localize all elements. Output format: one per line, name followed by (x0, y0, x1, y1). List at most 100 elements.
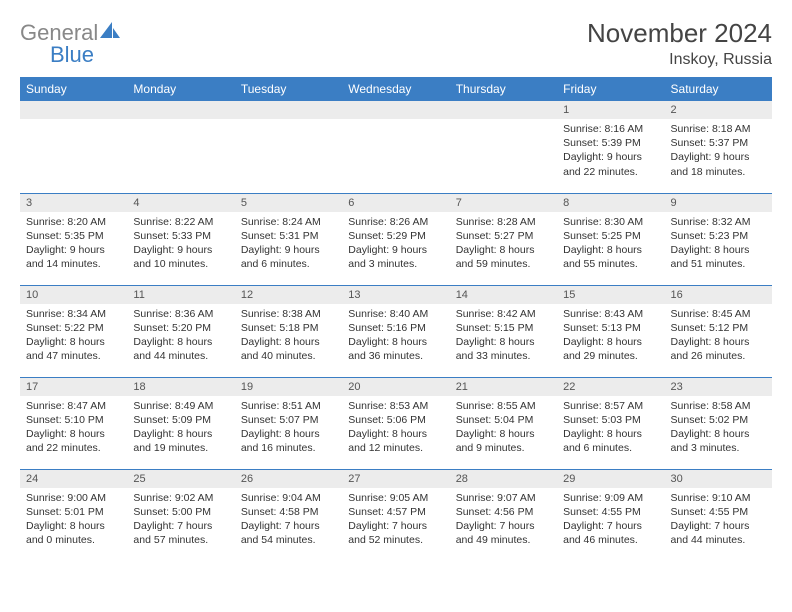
day-number: 1 (557, 101, 664, 119)
calendar-day-cell: 10Sunrise: 8:34 AMSunset: 5:22 PMDayligh… (20, 285, 127, 377)
sunset-text: Sunset: 5:31 PM (241, 229, 336, 243)
sunset-text: Sunset: 4:55 PM (563, 505, 658, 519)
day-number (127, 101, 234, 119)
sunrise-text: Sunrise: 8:18 AM (671, 122, 766, 136)
sunrise-text: Sunrise: 8:16 AM (563, 122, 658, 136)
calendar-day-cell: 6Sunrise: 8:26 AMSunset: 5:29 PMDaylight… (342, 193, 449, 285)
day-number: 4 (127, 194, 234, 212)
day-number: 22 (557, 378, 664, 396)
day-number: 10 (20, 286, 127, 304)
title-block: November 2024 Inskoy, Russia (587, 18, 772, 69)
day-details: Sunrise: 8:53 AMSunset: 5:06 PMDaylight:… (342, 396, 449, 460)
calendar-day-cell: 21Sunrise: 8:55 AMSunset: 5:04 PMDayligh… (450, 377, 557, 469)
calendar-day-cell: 24Sunrise: 9:00 AMSunset: 5:01 PMDayligh… (20, 469, 127, 561)
day-details: Sunrise: 8:26 AMSunset: 5:29 PMDaylight:… (342, 212, 449, 276)
calendar-day-cell: 14Sunrise: 8:42 AMSunset: 5:15 PMDayligh… (450, 285, 557, 377)
sunset-text: Sunset: 4:56 PM (456, 505, 551, 519)
daylight-text: Daylight: 8 hours and 59 minutes. (456, 243, 551, 271)
day-details: Sunrise: 9:02 AMSunset: 5:00 PMDaylight:… (127, 488, 234, 552)
day-details: Sunrise: 8:28 AMSunset: 5:27 PMDaylight:… (450, 212, 557, 276)
sunset-text: Sunset: 5:37 PM (671, 136, 766, 150)
calendar-day-cell: 20Sunrise: 8:53 AMSunset: 5:06 PMDayligh… (342, 377, 449, 469)
day-number: 20 (342, 378, 449, 396)
day-details: Sunrise: 8:55 AMSunset: 5:04 PMDaylight:… (450, 396, 557, 460)
sunrise-text: Sunrise: 8:47 AM (26, 399, 121, 413)
sunset-text: Sunset: 5:20 PM (133, 321, 228, 335)
day-number: 3 (20, 194, 127, 212)
day-details: Sunrise: 8:58 AMSunset: 5:02 PMDaylight:… (665, 396, 772, 460)
calendar-day-cell: 9Sunrise: 8:32 AMSunset: 5:23 PMDaylight… (665, 193, 772, 285)
sunrise-text: Sunrise: 8:26 AM (348, 215, 443, 229)
calendar-day-cell (127, 101, 234, 193)
sunrise-text: Sunrise: 8:34 AM (26, 307, 121, 321)
sunset-text: Sunset: 5:16 PM (348, 321, 443, 335)
day-number (20, 101, 127, 119)
weekday-header: Tuesday (235, 77, 342, 101)
day-details (127, 119, 234, 179)
day-number: 7 (450, 194, 557, 212)
sunset-text: Sunset: 4:55 PM (671, 505, 766, 519)
calendar-day-cell: 13Sunrise: 8:40 AMSunset: 5:16 PMDayligh… (342, 285, 449, 377)
weekday-header: Friday (557, 77, 664, 101)
daylight-text: Daylight: 8 hours and 36 minutes. (348, 335, 443, 363)
calendar-day-cell: 28Sunrise: 9:07 AMSunset: 4:56 PMDayligh… (450, 469, 557, 561)
calendar-day-cell: 19Sunrise: 8:51 AMSunset: 5:07 PMDayligh… (235, 377, 342, 469)
sunset-text: Sunset: 5:09 PM (133, 413, 228, 427)
calendar-day-cell: 15Sunrise: 8:43 AMSunset: 5:13 PMDayligh… (557, 285, 664, 377)
brand-text-blue: Blue (50, 44, 122, 66)
sunrise-text: Sunrise: 8:36 AM (133, 307, 228, 321)
day-details: Sunrise: 8:45 AMSunset: 5:12 PMDaylight:… (665, 304, 772, 368)
day-number: 19 (235, 378, 342, 396)
sunrise-text: Sunrise: 8:43 AM (563, 307, 658, 321)
sunset-text: Sunset: 5:33 PM (133, 229, 228, 243)
sunset-text: Sunset: 5:06 PM (348, 413, 443, 427)
day-details: Sunrise: 8:38 AMSunset: 5:18 PMDaylight:… (235, 304, 342, 368)
day-details: Sunrise: 8:43 AMSunset: 5:13 PMDaylight:… (557, 304, 664, 368)
daylight-text: Daylight: 8 hours and 9 minutes. (456, 427, 551, 455)
calendar-day-cell: 7Sunrise: 8:28 AMSunset: 5:27 PMDaylight… (450, 193, 557, 285)
daylight-text: Daylight: 8 hours and 29 minutes. (563, 335, 658, 363)
sunset-text: Sunset: 5:15 PM (456, 321, 551, 335)
header: General Blue November 2024 Inskoy, Russi… (20, 18, 772, 69)
day-number (342, 101, 449, 119)
day-number: 13 (342, 286, 449, 304)
day-number: 6 (342, 194, 449, 212)
sunrise-text: Sunrise: 8:30 AM (563, 215, 658, 229)
day-number: 5 (235, 194, 342, 212)
day-details: Sunrise: 8:57 AMSunset: 5:03 PMDaylight:… (557, 396, 664, 460)
sunrise-text: Sunrise: 9:04 AM (241, 491, 336, 505)
daylight-text: Daylight: 8 hours and 55 minutes. (563, 243, 658, 271)
day-number: 28 (450, 470, 557, 488)
brand-text-gray: General (20, 22, 98, 44)
sunrise-text: Sunrise: 8:57 AM (563, 399, 658, 413)
day-number: 29 (557, 470, 664, 488)
sunset-text: Sunset: 4:58 PM (241, 505, 336, 519)
calendar-day-cell: 4Sunrise: 8:22 AMSunset: 5:33 PMDaylight… (127, 193, 234, 285)
day-details: Sunrise: 8:30 AMSunset: 5:25 PMDaylight:… (557, 212, 664, 276)
daylight-text: Daylight: 9 hours and 10 minutes. (133, 243, 228, 271)
sunrise-text: Sunrise: 8:45 AM (671, 307, 766, 321)
day-number: 18 (127, 378, 234, 396)
day-details: Sunrise: 9:05 AMSunset: 4:57 PMDaylight:… (342, 488, 449, 552)
calendar-day-cell: 18Sunrise: 8:49 AMSunset: 5:09 PMDayligh… (127, 377, 234, 469)
month-title: November 2024 (587, 18, 772, 49)
day-number: 27 (342, 470, 449, 488)
calendar-week-row: 1Sunrise: 8:16 AMSunset: 5:39 PMDaylight… (20, 101, 772, 193)
daylight-text: Daylight: 9 hours and 3 minutes. (348, 243, 443, 271)
sunset-text: Sunset: 5:03 PM (563, 413, 658, 427)
daylight-text: Daylight: 8 hours and 22 minutes. (26, 427, 121, 455)
calendar-day-cell (20, 101, 127, 193)
calendar-week-row: 3Sunrise: 8:20 AMSunset: 5:35 PMDaylight… (20, 193, 772, 285)
calendar-day-cell: 16Sunrise: 8:45 AMSunset: 5:12 PMDayligh… (665, 285, 772, 377)
brand-sail-icon (100, 22, 122, 44)
sunset-text: Sunset: 5:13 PM (563, 321, 658, 335)
day-details: Sunrise: 8:51 AMSunset: 5:07 PMDaylight:… (235, 396, 342, 460)
calendar-day-cell: 12Sunrise: 8:38 AMSunset: 5:18 PMDayligh… (235, 285, 342, 377)
sunset-text: Sunset: 4:57 PM (348, 505, 443, 519)
day-number: 15 (557, 286, 664, 304)
day-number: 30 (665, 470, 772, 488)
weekday-header: Wednesday (342, 77, 449, 101)
sunrise-text: Sunrise: 9:07 AM (456, 491, 551, 505)
daylight-text: Daylight: 8 hours and 26 minutes. (671, 335, 766, 363)
day-number: 24 (20, 470, 127, 488)
